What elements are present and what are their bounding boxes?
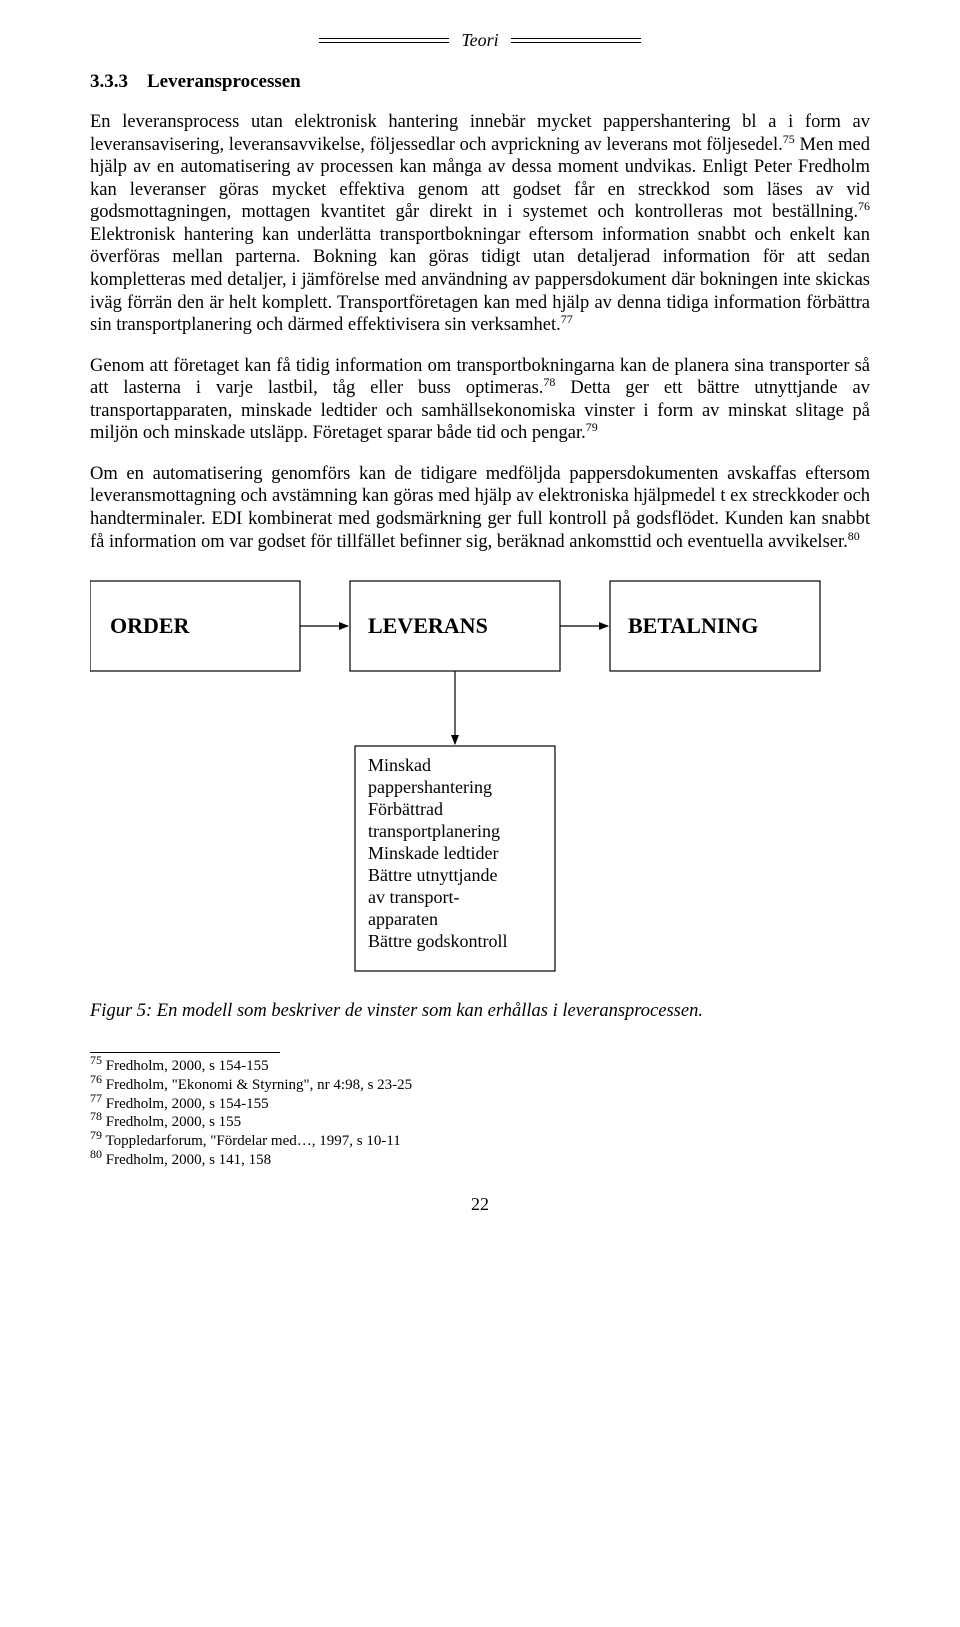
rule-right	[511, 38, 641, 43]
detail-l7: av transport-	[368, 887, 459, 907]
section-title: Leveransprocessen	[147, 71, 301, 92]
footnote-80: 80 Fredholm, 2000, s 141, 158	[90, 1151, 870, 1170]
paragraph-2: Genom att företaget kan få tidig informa…	[90, 355, 870, 445]
footnote-num-76: 76	[90, 1072, 102, 1086]
footnote-num-75: 75	[90, 1053, 102, 1067]
header-rule: Teori	[90, 30, 870, 51]
footnote-num-77: 77	[90, 1091, 102, 1105]
footnote-num-80: 80	[90, 1147, 102, 1161]
detail-l4: transportplanering	[368, 821, 500, 841]
figure-caption: Figur 5: En modell som beskriver de vins…	[90, 1001, 870, 1022]
footnote-77: 77 Fredholm, 2000, s 154-155	[90, 1095, 870, 1114]
header-title: Teori	[461, 30, 498, 51]
page-number: 22	[90, 1194, 870, 1215]
footnote-ref-75: 75	[783, 131, 795, 145]
footnote-ref-80: 80	[848, 528, 860, 542]
footnote-num-78: 78	[90, 1109, 102, 1123]
section-heading: 3.3.3 Leveransprocessen	[90, 71, 870, 93]
box-order: ORDER	[90, 581, 300, 671]
detail-l9: Bättre godskontroll	[368, 931, 507, 951]
detail-l1: Minskad	[368, 755, 431, 775]
box-leverans-label: LEVERANS	[368, 613, 488, 638]
paragraph-3: Om en automatisering genomförs kan de ti…	[90, 463, 870, 553]
footnote-ref-77: 77	[561, 312, 573, 326]
detail-l3: Förbättrad	[368, 799, 443, 819]
footnote-76: 76 Fredholm, "Ekonomi & Styrning", nr 4:…	[90, 1076, 870, 1095]
footnote-text-77: Fredholm, 2000, s 154-155	[106, 1096, 269, 1112]
page: Teori 3.3.3 Leveransprocessen En leveran…	[0, 0, 960, 1255]
flow-diagram: ORDER LEVERANS BETALNING Minskad pappers…	[90, 571, 870, 991]
footnote-text-79: Toppledarforum, "Fördelar med…, 1997, s …	[105, 1133, 400, 1149]
footnote-ref-79: 79	[586, 420, 598, 434]
box-order-label: ORDER	[110, 613, 191, 638]
detail-l8: apparaten	[368, 909, 438, 929]
footnote-78: 78 Fredholm, 2000, s 155	[90, 1113, 870, 1132]
footnote-text-76: Fredholm, "Ekonomi & Styrning", nr 4:98,…	[106, 1077, 412, 1093]
footnotes: 75 Fredholm, 2000, s 154-155 76 Fredholm…	[90, 1057, 870, 1170]
footnote-text-78: Fredholm, 2000, s 155	[106, 1114, 241, 1130]
footnote-text-80: Fredholm, 2000, s 141, 158	[106, 1152, 271, 1168]
footnote-num-79: 79	[90, 1128, 102, 1142]
footnote-79: 79 Toppledarforum, "Fördelar med…, 1997,…	[90, 1132, 870, 1151]
footnote-ref-78: 78	[543, 375, 555, 389]
box-betalning-label: BETALNING	[628, 613, 758, 638]
paragraph-1: En leveransprocess utan elektronisk hant…	[90, 111, 870, 337]
footnote-text-75: Fredholm, 2000, s 154-155	[106, 1058, 269, 1074]
footnote-75: 75 Fredholm, 2000, s 154-155	[90, 1057, 870, 1076]
p1-part-a: En leveransprocess utan elektronisk hant…	[90, 112, 870, 155]
p3-part-a: Om en automatisering genomförs kan de ti…	[90, 464, 870, 552]
footnote-rule	[90, 1052, 280, 1053]
detail-l5: Minskade ledtider	[368, 843, 498, 863]
p1-part-c: Elektronisk hantering kan underlätta tra…	[90, 225, 870, 335]
detail-l2: pappershantering	[368, 777, 492, 797]
rule-left	[319, 38, 449, 43]
box-leverans: LEVERANS	[350, 581, 560, 671]
detail-l6: Bättre utnyttjande	[368, 865, 497, 885]
section-number: 3.3.3	[90, 71, 128, 92]
box-betalning: BETALNING	[610, 581, 820, 671]
box-detail: Minskad pappershantering Förbättrad tran…	[355, 746, 555, 971]
footnote-ref-76: 76	[858, 199, 870, 213]
